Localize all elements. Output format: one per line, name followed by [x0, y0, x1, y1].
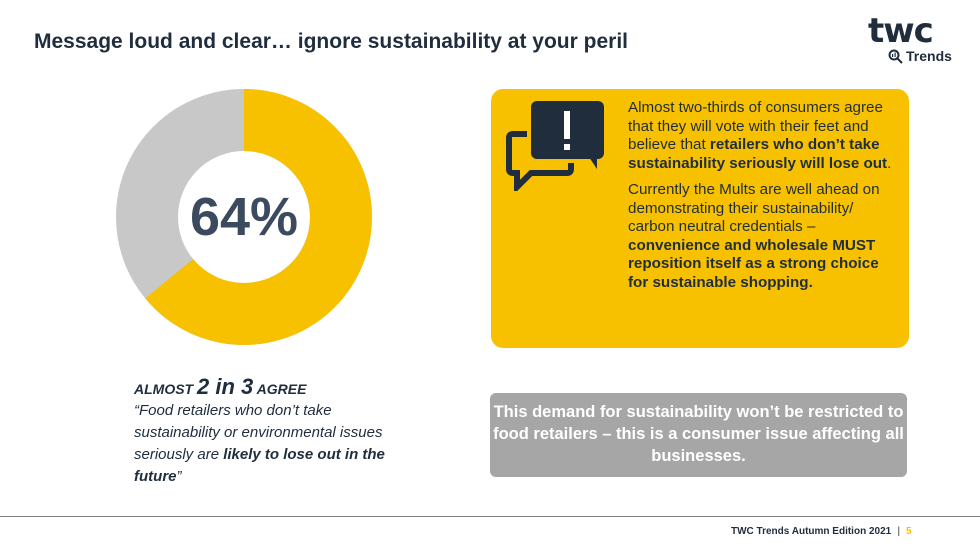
footer-text: TWC Trends Autumn Edition 2021 — [731, 526, 892, 537]
speech-bubbles-exclamation-icon — [506, 101, 604, 191]
agree-statement: ALMOST 2 in 3 AGREE “Food retailers who … — [134, 376, 394, 488]
callout-box: Almost two-thirds of consumers agree tha… — [491, 89, 909, 348]
twc-trends-logo: twc Trends — [868, 14, 968, 64]
footer-separator: | — [897, 526, 901, 537]
donut-percentage-label: 64% — [189, 187, 299, 247]
quote-end: ” — [176, 468, 182, 485]
almost-label: ALMOST — [134, 381, 194, 397]
donut-chart — [116, 89, 372, 345]
ratio-label: 2 in 3 — [197, 374, 254, 399]
logo-sub: Trends — [906, 48, 952, 64]
page-title: Message loud and clear… ignore sustainab… — [34, 30, 628, 53]
footer: TWC Trends Autumn Edition 2021 | 5 — [731, 526, 912, 537]
quote-bold: likely to lose out in the future — [134, 446, 385, 485]
page-number: 5 — [906, 526, 912, 537]
quote-text: “Food retailers who don’t take sustainab… — [134, 402, 383, 463]
logo-main: twc — [868, 11, 934, 51]
callout-paragraph-1: Almost two-thirds of consumers agree tha… — [628, 99, 892, 172]
callout-paragraph-2: Currently the Mults are well ahead on de… — [628, 181, 880, 291]
agree-label: AGREE — [256, 381, 307, 397]
note-box: This demand for sustainability won’t be … — [490, 393, 907, 477]
footer-divider — [0, 516, 980, 517]
magnifier-chart-icon — [888, 49, 903, 64]
donut-agree-segment — [116, 89, 372, 345]
